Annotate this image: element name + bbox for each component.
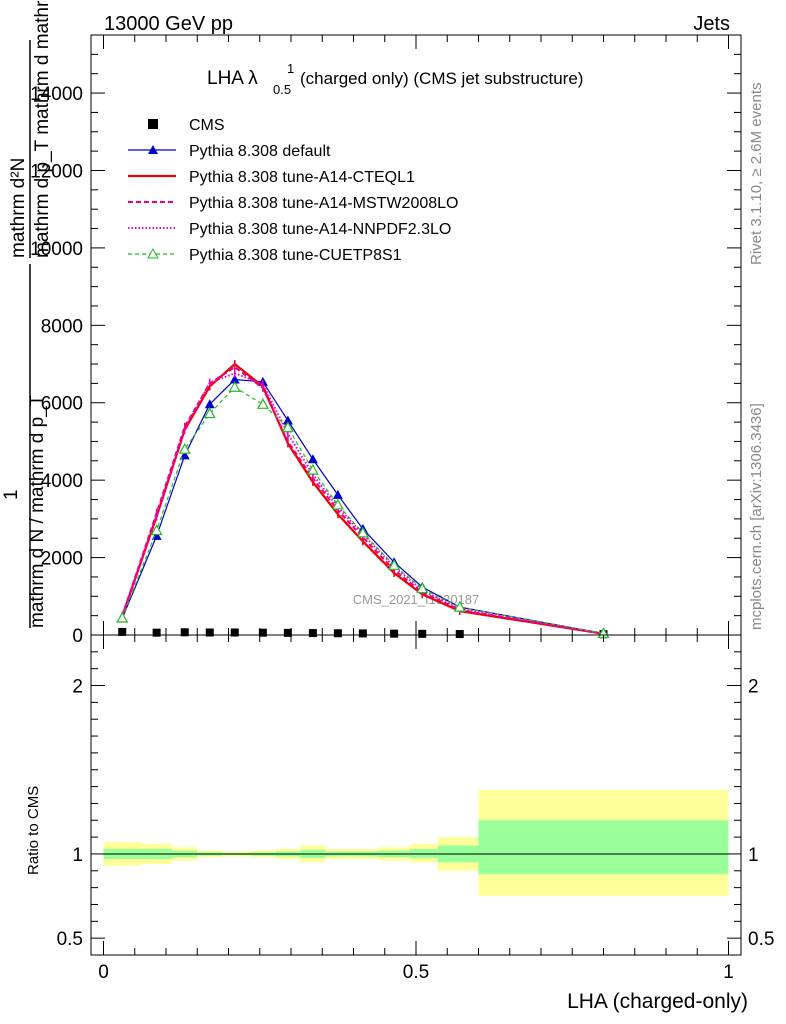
ratio-tick-label-left: 2 bbox=[72, 677, 83, 698]
title-main: LHA λ bbox=[207, 68, 258, 89]
series-point-1 bbox=[204, 399, 215, 409]
cms-data-point bbox=[258, 628, 267, 637]
cms-data-point bbox=[230, 628, 239, 637]
cms-data-point bbox=[308, 629, 317, 638]
y-tick-label: 10000 bbox=[30, 239, 83, 260]
header-right: Jets bbox=[693, 13, 730, 35]
main-ylabel: mathrm d²N mathrm d p_T mathrm d mathrm … bbox=[1, 0, 53, 628]
series-point-5 bbox=[228, 381, 241, 392]
series-point-5 bbox=[306, 463, 319, 475]
ylabel-frac-den: mathrm d p_T mathrm d mathrm d lambda bbox=[32, 0, 53, 258]
cms-data-point bbox=[180, 628, 189, 637]
y-tick-label: 6000 bbox=[41, 394, 83, 415]
cms-data-point bbox=[390, 629, 399, 638]
ratio-plot: 0.5 0.5 1 1 2 2 0 0.5 1 bbox=[57, 634, 774, 983]
rivet-label: Rivet 3.1.10, ≥ 2.6M events bbox=[748, 83, 765, 266]
title-sub: 0.5 bbox=[273, 82, 291, 97]
series-point-1 bbox=[229, 374, 240, 384]
mcplots-label: mcplots.cern.ch [arXiv:1306.3436] bbox=[748, 403, 765, 630]
series-point-5 bbox=[388, 559, 401, 570]
ylabel-frac-num: mathrm d²N bbox=[8, 158, 29, 258]
series-point-1 bbox=[282, 415, 293, 425]
title-rest: (charged only) (CMS jet substructure) bbox=[300, 69, 583, 88]
legend-label-5: Pythia 8.308 tune-CUETP8S1 bbox=[189, 247, 402, 264]
cms-data-point bbox=[358, 629, 367, 638]
cms-data-point bbox=[152, 628, 161, 637]
legend-marker-cms bbox=[148, 119, 158, 129]
header-left: 13000 GeV pp bbox=[104, 13, 233, 35]
series-line-4 bbox=[121, 372, 604, 635]
series-point-5 bbox=[453, 600, 466, 612]
cms-data-point bbox=[418, 629, 427, 638]
legend-label-3: Pythia 8.308 tune-A14-MSTW2008LO bbox=[189, 195, 458, 212]
x-tick-label: 1 bbox=[723, 962, 734, 983]
series-point-5 bbox=[178, 442, 191, 454]
y-tick-label: 12000 bbox=[30, 161, 83, 182]
series-point-5 bbox=[150, 524, 163, 536]
x-tick-label: 0 bbox=[98, 962, 109, 983]
legend-marker-5 bbox=[147, 247, 159, 259]
series-line-3 bbox=[121, 365, 604, 635]
ratio-tick-label-left: 0.5 bbox=[57, 929, 83, 950]
ratio-ylabel: Ratio to CMS bbox=[25, 786, 42, 875]
chart-title: LHA λ 1 0.5 (charged only) (CMS jet subs… bbox=[207, 61, 583, 97]
series-point-5 bbox=[416, 582, 429, 594]
main-plot: 0 2000 4000 6000 8000 10000 12000 14000 bbox=[30, 34, 742, 647]
y-tick-label: 4000 bbox=[41, 471, 83, 492]
series-point-5 bbox=[281, 421, 294, 433]
series-line-1 bbox=[121, 378, 604, 635]
series-line-5 bbox=[121, 386, 604, 635]
y-tick-label: 2000 bbox=[41, 549, 83, 570]
ratio-tick-label-right: 2 bbox=[748, 677, 759, 698]
legend-label-4: Pythia 8.308 tune-A14-NNPDF2.3LO bbox=[189, 221, 451, 238]
legend-label-1: Pythia 8.308 default bbox=[189, 143, 331, 160]
legend-label-0: CMS bbox=[189, 117, 225, 134]
title-sup: 1 bbox=[287, 61, 294, 76]
legend: CMS Pythia 8.308 default Pythia 8.308 tune… bbox=[128, 117, 458, 264]
cms-data-point bbox=[283, 628, 292, 637]
ylabel-lead-den: mathrm d N / mathrm d p_T bbox=[27, 394, 48, 628]
y-tick-label: 14000 bbox=[30, 84, 83, 105]
ratio-tick-label-left: 1 bbox=[72, 845, 83, 866]
series-point-5 bbox=[256, 398, 269, 409]
series-point-1 bbox=[332, 489, 343, 499]
y-tick-label: 8000 bbox=[41, 316, 83, 337]
series-point-5 bbox=[116, 611, 129, 623]
series-point-5 bbox=[331, 498, 344, 510]
x-axis-label: LHA (charged-only) bbox=[567, 990, 748, 1013]
ylabel-lead-num: 1 bbox=[1, 489, 22, 500]
cms-data-point bbox=[333, 629, 342, 638]
series-point-5 bbox=[203, 407, 216, 419]
band-green-13 bbox=[478, 820, 729, 875]
ratio-tick-label-right: 1 bbox=[748, 845, 759, 866]
series-point-5 bbox=[356, 526, 369, 538]
x-tick-label: 0.5 bbox=[403, 962, 429, 983]
cms-data-point bbox=[205, 628, 214, 637]
y-tick-label: 0 bbox=[72, 626, 83, 647]
cms-data-point bbox=[118, 627, 127, 636]
legend-marker-1 bbox=[148, 145, 158, 154]
legend-label-2: Pythia 8.308 tune-A14-CTEQL1 bbox=[189, 169, 415, 186]
cms-data-point bbox=[455, 630, 464, 639]
ratio-tick-label-right: 0.5 bbox=[748, 929, 774, 950]
series-point-1 bbox=[307, 454, 318, 464]
